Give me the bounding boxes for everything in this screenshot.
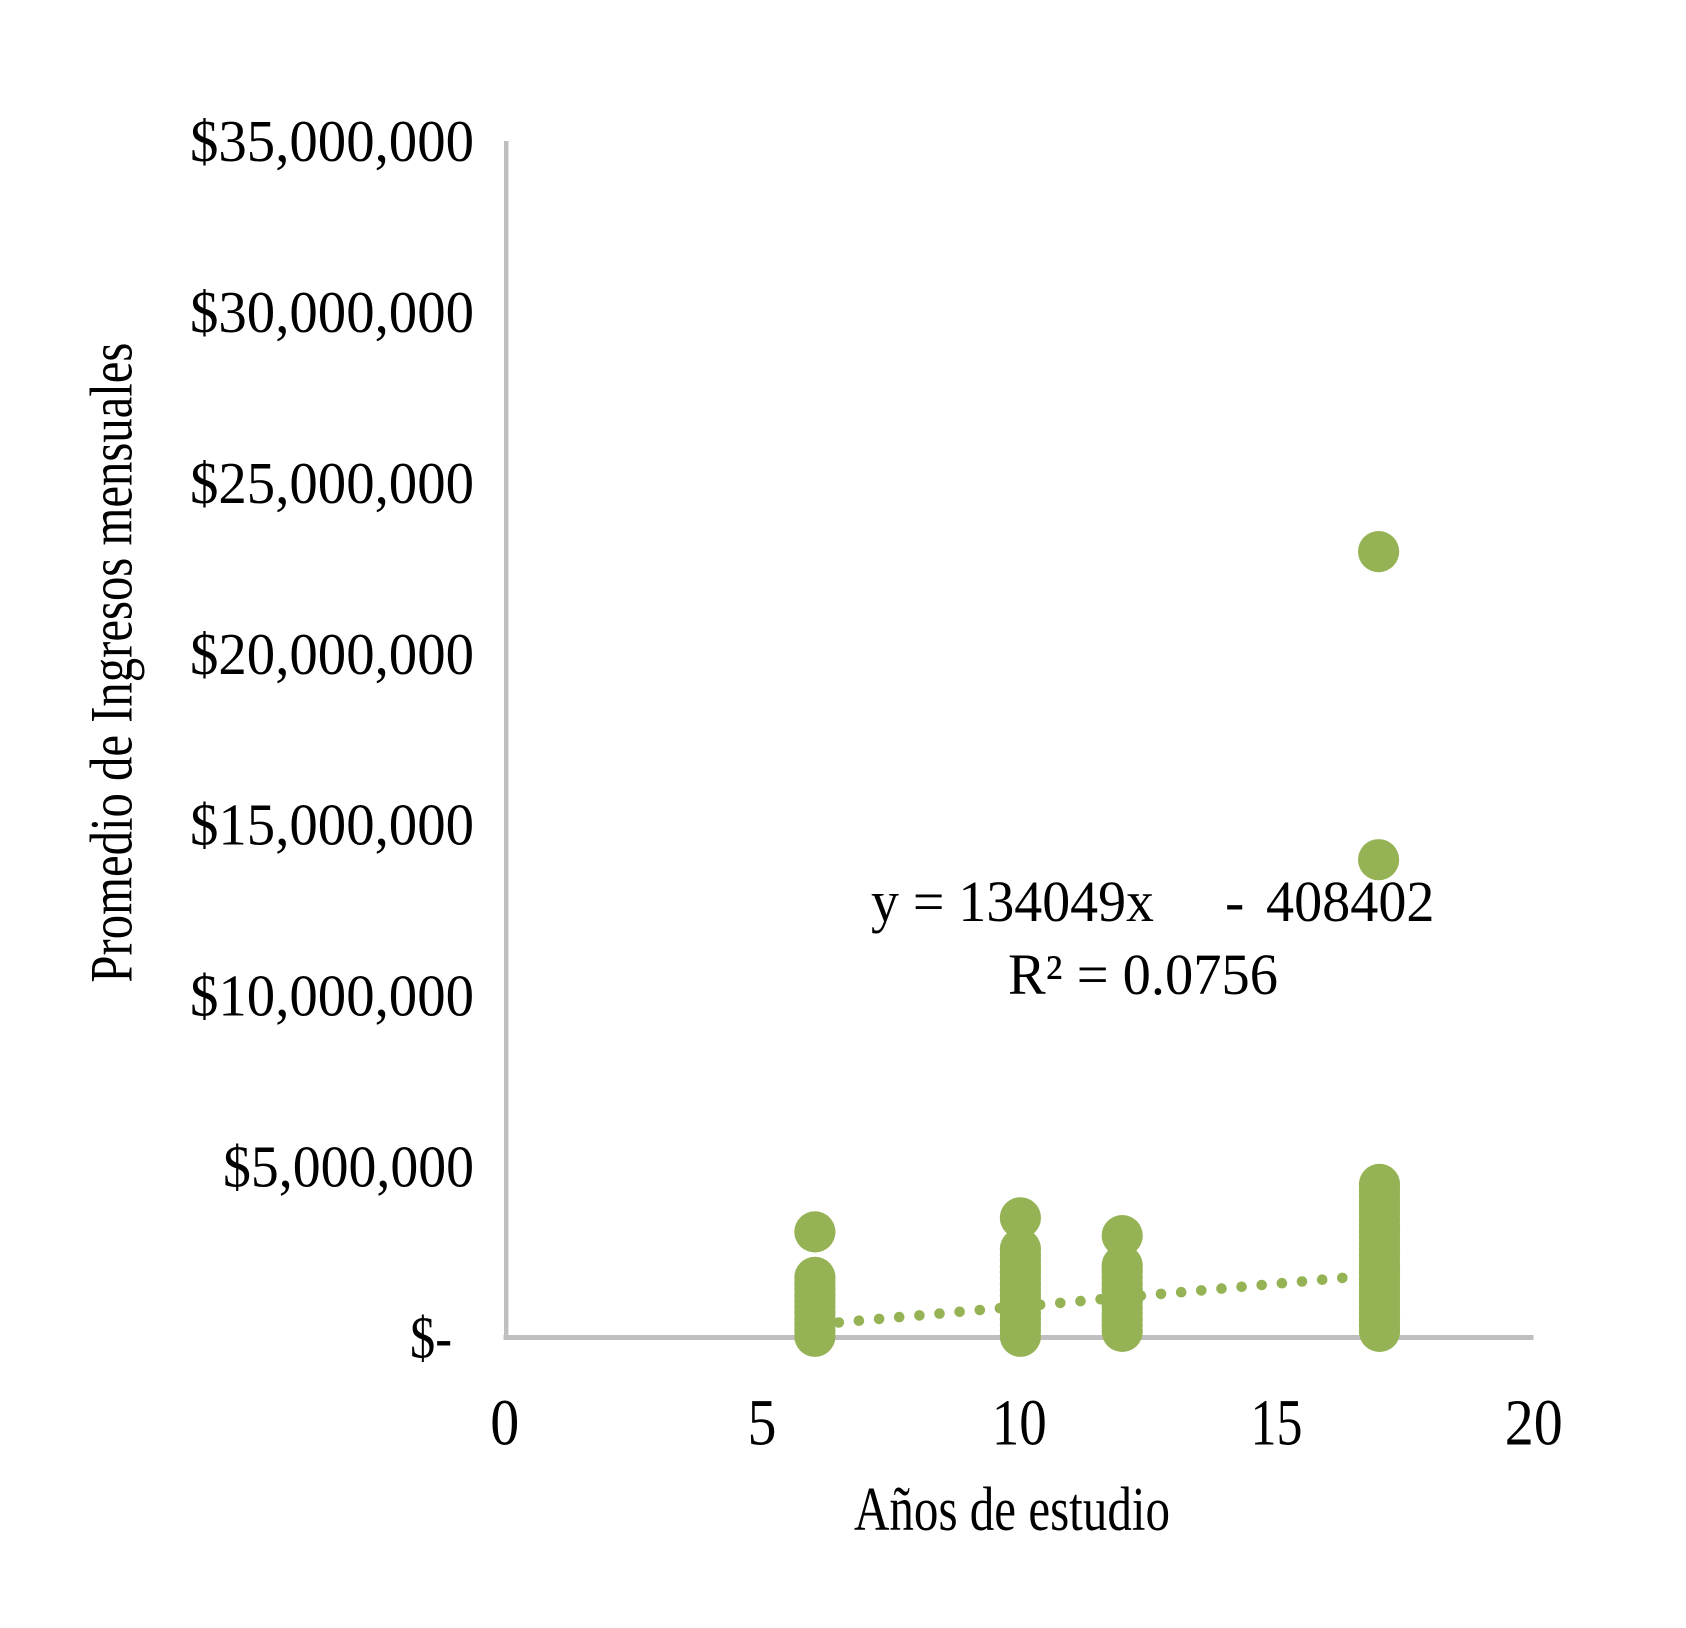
- svg-text:$-: $-: [410, 1305, 452, 1371]
- svg-text:0: 0: [490, 1387, 519, 1460]
- svg-text:$20,000,000: $20,000,000: [190, 621, 474, 687]
- svg-text:$10,000,000: $10,000,000: [190, 963, 474, 1029]
- svg-text:$35,000,000: $35,000,000: [190, 108, 474, 174]
- svg-text:15: 15: [1251, 1387, 1303, 1460]
- svg-text:y = 134049x-408402: y = 134049x -408402: [871, 869, 1435, 934]
- svg-text:$5,000,000: $5,000,000: [223, 1134, 474, 1200]
- svg-text:10: 10: [992, 1387, 1047, 1460]
- svg-text:$15,000,000: $15,000,000: [190, 792, 474, 858]
- svg-text:5: 5: [748, 1387, 777, 1460]
- svg-text:20: 20: [1505, 1387, 1563, 1460]
- svg-text:R² = 0.0756: R² = 0.0756: [1008, 942, 1278, 1007]
- svg-text:Promedio de Ingresos mensuales: Promedio de Ingresos mensuales: [79, 343, 145, 983]
- svg-text:$25,000,000: $25,000,000: [190, 450, 474, 516]
- svg-text:Años de estudio: Años de estudio: [854, 1476, 1170, 1544]
- svg-text:$30,000,000: $30,000,000: [190, 279, 474, 345]
